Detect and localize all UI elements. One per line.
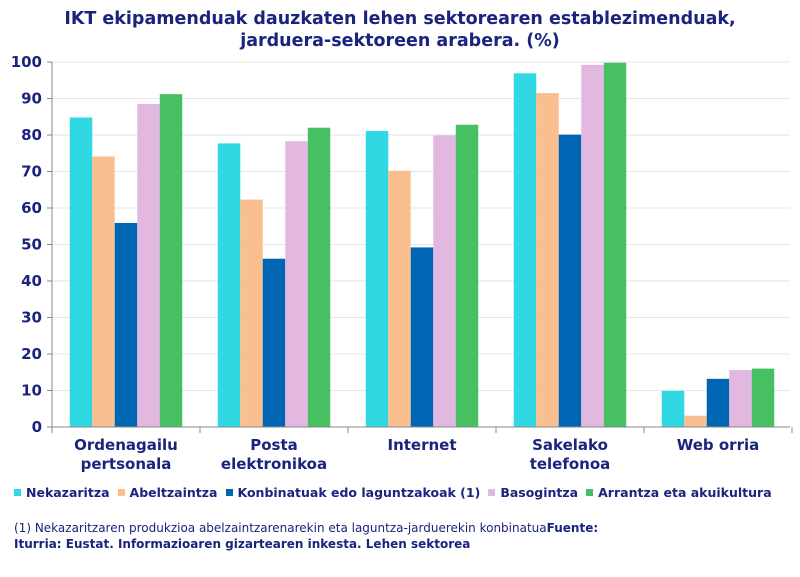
y-tick-label: 20 xyxy=(21,345,42,363)
x-tick-label: elektronikoa xyxy=(221,455,327,473)
legend-item: Arrantza eta akuikultura xyxy=(586,485,772,500)
x-tick-label: Ordenagailu xyxy=(74,436,178,454)
bar xyxy=(536,93,559,428)
bar xyxy=(410,247,434,427)
source-text: Iturria: Eustat. Informazioaren gizartea… xyxy=(14,537,471,551)
legend-item: Nekazaritza xyxy=(14,485,110,500)
source-label: Fuente: xyxy=(546,521,599,535)
legend-swatch xyxy=(14,488,21,496)
y-tick-label: 0 xyxy=(32,418,42,436)
y-tick-label: 10 xyxy=(21,382,42,400)
bar xyxy=(751,368,775,427)
y-tick-label: 80 xyxy=(21,126,42,144)
axis-labels: 0 10 20 30 40 50 60 70 80 90 100 Ordenagailupertson… xyxy=(11,53,760,473)
y-tick-label: 60 xyxy=(21,199,42,217)
bar xyxy=(159,94,183,428)
bar xyxy=(92,156,115,427)
y-tick-label: 30 xyxy=(21,309,42,327)
bar-chart: 0 10 20 30 40 50 60 70 80 90 100 Ordenagailupertson… xyxy=(11,53,793,473)
legend-item: Basogintza xyxy=(488,485,578,500)
bar xyxy=(388,170,411,427)
chart-title: IKT ekipamenduak dauzkaten lehen sektore… xyxy=(0,8,800,52)
bar xyxy=(433,135,456,428)
bar xyxy=(69,117,93,427)
y-tick-label: 100 xyxy=(11,53,42,71)
y-tick-label: 70 xyxy=(21,163,42,181)
chart-title-line-1: IKT ekipamenduak dauzkaten lehen sektore… xyxy=(64,9,736,29)
bar xyxy=(684,415,707,427)
bar xyxy=(285,141,308,427)
footnote: (1) Nekazaritzaren produkzioa abelzaintz… xyxy=(14,520,794,552)
legend: Nekazaritza Abeltzaintza Konbinatuak edo l… xyxy=(14,484,800,500)
axes xyxy=(47,61,793,433)
bar xyxy=(262,258,286,427)
bar xyxy=(729,370,752,427)
x-tick-label: Web orria xyxy=(677,436,760,454)
bar xyxy=(455,124,479,427)
x-tick-label: Internet xyxy=(387,436,456,454)
bar xyxy=(603,62,627,427)
legend-swatch xyxy=(586,488,594,496)
bars xyxy=(69,62,775,428)
legend-label: Arrantza eta akuikultura xyxy=(598,484,772,500)
bar xyxy=(137,103,160,427)
legend-item: Konbinatuak edo laguntzakoak (1) xyxy=(225,484,481,500)
legend-item: Abeltzaintza xyxy=(117,484,218,500)
footnote-note: (1) Nekazaritzaren produkzioa abelzaintz… xyxy=(14,521,547,535)
chart-title-line-2: jarduera-sektoreen arabera. (%) xyxy=(240,31,560,51)
bar xyxy=(706,378,730,427)
bar xyxy=(558,134,582,427)
bar xyxy=(661,390,685,427)
x-tick-label: telefonoa xyxy=(530,455,611,473)
legend-label: Konbinatuak edo laguntzakoak (1) xyxy=(237,484,481,500)
y-tick-label: 90 xyxy=(21,90,42,108)
legend-label: Nekazaritza xyxy=(26,484,110,500)
bar xyxy=(513,73,537,427)
bar xyxy=(114,222,138,427)
legend-swatch xyxy=(117,488,125,496)
legend-label: Basogintza xyxy=(500,484,579,500)
x-tick-label: pertsonala xyxy=(81,455,172,473)
bar xyxy=(307,127,331,427)
bar xyxy=(581,64,604,428)
bar xyxy=(365,130,389,428)
y-tick-label: 50 xyxy=(21,236,42,254)
bar xyxy=(217,143,241,427)
legend-swatch xyxy=(225,488,233,496)
x-tick-label: Posta xyxy=(250,436,298,454)
legend-swatch xyxy=(488,488,496,496)
legend-label: Abeltzaintza xyxy=(129,484,218,500)
y-tick-label: 40 xyxy=(21,272,42,290)
bar xyxy=(240,199,263,427)
x-tick-label: Sakelako xyxy=(532,436,608,454)
